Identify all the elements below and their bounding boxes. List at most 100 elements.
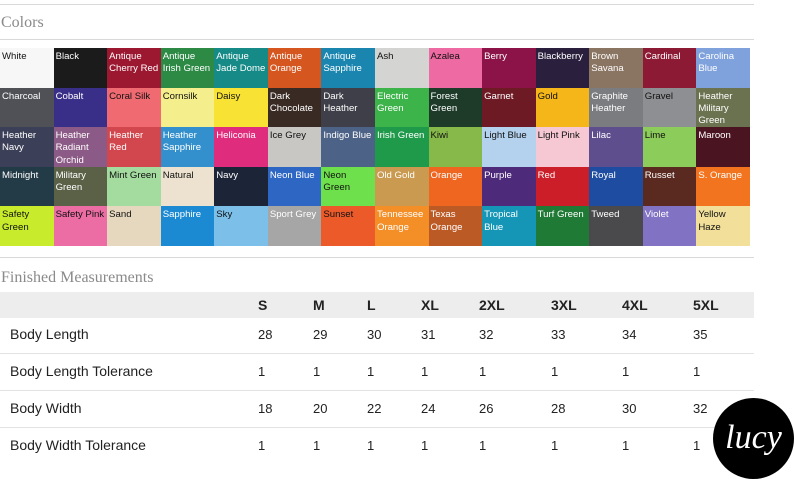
color-swatch[interactable]: White: [0, 48, 54, 88]
color-swatch[interactable]: S. Orange: [696, 166, 750, 207]
color-swatch-label: Forest Green: [430, 90, 458, 114]
color-swatch[interactable]: Azalea: [428, 48, 483, 88]
measurement-value: 1: [622, 438, 630, 453]
color-swatch[interactable]: Old Gold: [374, 166, 429, 207]
color-swatch-label: Irish Green: [376, 130, 425, 142]
measurement-value: 22: [367, 401, 382, 416]
color-swatch[interactable]: Orange: [428, 166, 483, 207]
color-swatch[interactable]: Berry: [482, 48, 536, 88]
color-swatch[interactable]: Forest Green: [428, 87, 483, 128]
color-swatch[interactable]: Kiwi: [428, 127, 483, 167]
measurement-value: 1: [622, 364, 630, 379]
color-swatch[interactable]: Natural: [160, 166, 215, 207]
color-swatch[interactable]: Antique Orange: [267, 48, 322, 88]
color-swatch[interactable]: Mint Green: [107, 166, 161, 207]
color-swatch[interactable]: Ash: [374, 48, 429, 88]
color-swatch[interactable]: Texas Orange: [428, 206, 483, 246]
color-swatch[interactable]: Ice Grey: [267, 127, 322, 167]
color-swatch-label: Old Gold: [376, 169, 415, 181]
color-swatch-label: Midnight: [2, 169, 39, 181]
measurement-row-label: Body Width: [10, 400, 82, 416]
color-swatch[interactable]: Midnight: [0, 166, 54, 207]
measurement-value: 28: [258, 327, 273, 342]
color-swatch-label: Violet: [644, 209, 669, 221]
color-swatch[interactable]: Blackberry: [535, 48, 590, 88]
color-swatch[interactable]: Yellow Haze: [696, 206, 750, 246]
measurement-value: 30: [367, 327, 382, 342]
color-swatch[interactable]: Heather Red: [107, 127, 161, 167]
color-swatch[interactable]: Cornsilk: [160, 87, 215, 128]
color-swatch[interactable]: Charcoal: [0, 87, 54, 128]
color-swatch[interactable]: Purple: [482, 166, 536, 207]
color-swatch-label: Texas Orange: [430, 209, 463, 233]
color-swatch[interactable]: Cardinal: [642, 48, 697, 88]
color-swatch[interactable]: Antique Irish Green: [160, 48, 215, 88]
color-swatch-label: Kiwi: [430, 130, 449, 142]
color-swatch[interactable]: Carolina Blue: [696, 48, 750, 88]
color-swatch[interactable]: Heliconia: [214, 127, 268, 167]
size-header: M: [313, 297, 325, 313]
color-swatch-label: Ash: [376, 51, 394, 62]
measurement-row-label: Body Width Tolerance: [10, 437, 146, 453]
color-swatch[interactable]: Graphite Heather: [589, 87, 643, 128]
color-swatch[interactable]: Electric Green: [374, 87, 429, 128]
color-swatch-label: Sand: [109, 209, 132, 221]
color-swatch[interactable]: Navy: [214, 166, 268, 207]
color-swatch[interactable]: Antique Cherry Red: [107, 48, 161, 88]
color-swatch[interactable]: Military Green: [53, 166, 108, 207]
color-swatch[interactable]: Neon Green: [321, 166, 375, 207]
color-swatch-label: Dark Chocolate: [269, 90, 314, 114]
color-swatch[interactable]: Daisy: [214, 87, 268, 128]
color-swatch[interactable]: Black: [53, 48, 108, 88]
color-swatch[interactable]: Dark Chocolate: [267, 87, 322, 128]
color-swatch[interactable]: Maroon: [696, 127, 750, 167]
color-swatch[interactable]: Heather Navy: [0, 127, 54, 167]
color-swatch[interactable]: Gold: [535, 87, 590, 128]
color-swatch[interactable]: Garnet: [482, 87, 536, 128]
color-swatch[interactable]: Russet: [642, 166, 697, 207]
color-swatch[interactable]: Light Blue: [482, 127, 536, 167]
color-swatch[interactable]: Violet: [642, 206, 697, 246]
color-swatch[interactable]: Safety Green: [0, 206, 54, 246]
color-swatch[interactable]: Sky: [214, 206, 268, 246]
color-swatch[interactable]: Sunset: [321, 206, 375, 246]
color-swatch[interactable]: Sport Grey: [267, 206, 322, 246]
color-swatch-label: Heather Navy: [2, 130, 37, 154]
color-swatch[interactable]: Dark Heather: [321, 87, 375, 128]
measurement-value: 1: [551, 364, 559, 379]
color-swatch[interactable]: Heather Military Green: [696, 87, 750, 128]
color-swatch[interactable]: Gravel: [642, 87, 697, 128]
color-swatch[interactable]: Heather Sapphire: [160, 127, 215, 167]
color-swatch[interactable]: Turf Green: [535, 206, 590, 246]
color-swatch[interactable]: Irish Green: [374, 127, 429, 167]
color-swatch[interactable]: Sand: [107, 206, 161, 246]
color-swatch[interactable]: Safety Pink: [53, 206, 108, 246]
color-swatch-label: Navy: [216, 169, 239, 181]
color-swatch[interactable]: Indigo Blue: [321, 127, 375, 167]
color-swatch-label: Light Pink: [537, 130, 580, 142]
measurement-row-label: Body Length Tolerance: [10, 363, 153, 379]
color-swatch-label: Antique Cherry Red: [109, 51, 159, 75]
color-swatch[interactable]: Heather Radiant Orchid: [53, 127, 108, 167]
color-swatch[interactable]: Light Pink: [535, 127, 590, 167]
color-swatch[interactable]: Royal: [589, 166, 643, 207]
color-swatch[interactable]: Tweed: [589, 206, 643, 246]
color-swatch-label: Heather Radiant Orchid: [55, 130, 90, 166]
color-swatch-label: Safety Green: [2, 209, 30, 233]
color-swatch[interactable]: Lilac: [589, 127, 643, 167]
color-swatch[interactable]: Brown Savana: [589, 48, 643, 88]
color-swatch-label: Turf Green: [537, 209, 584, 221]
color-swatch[interactable]: Antique Sapphire: [321, 48, 375, 88]
color-swatch[interactable]: Lime: [642, 127, 697, 167]
color-swatch-label: Tennessee Orange: [376, 209, 424, 233]
color-swatch-label: Sunset: [323, 209, 354, 221]
color-swatch[interactable]: Antique Jade Dome: [214, 48, 268, 88]
color-swatch[interactable]: Coral Silk: [107, 87, 161, 128]
color-swatch[interactable]: Red: [535, 166, 590, 207]
color-swatch[interactable]: Cobalt: [53, 87, 108, 128]
color-swatch[interactable]: Neon Blue: [267, 166, 322, 207]
color-swatch[interactable]: Tennessee Orange: [374, 206, 429, 246]
color-swatch-label: Orange: [430, 169, 463, 181]
color-swatch[interactable]: Sapphire: [160, 206, 215, 246]
color-swatch[interactable]: Tropical Blue: [482, 206, 536, 246]
